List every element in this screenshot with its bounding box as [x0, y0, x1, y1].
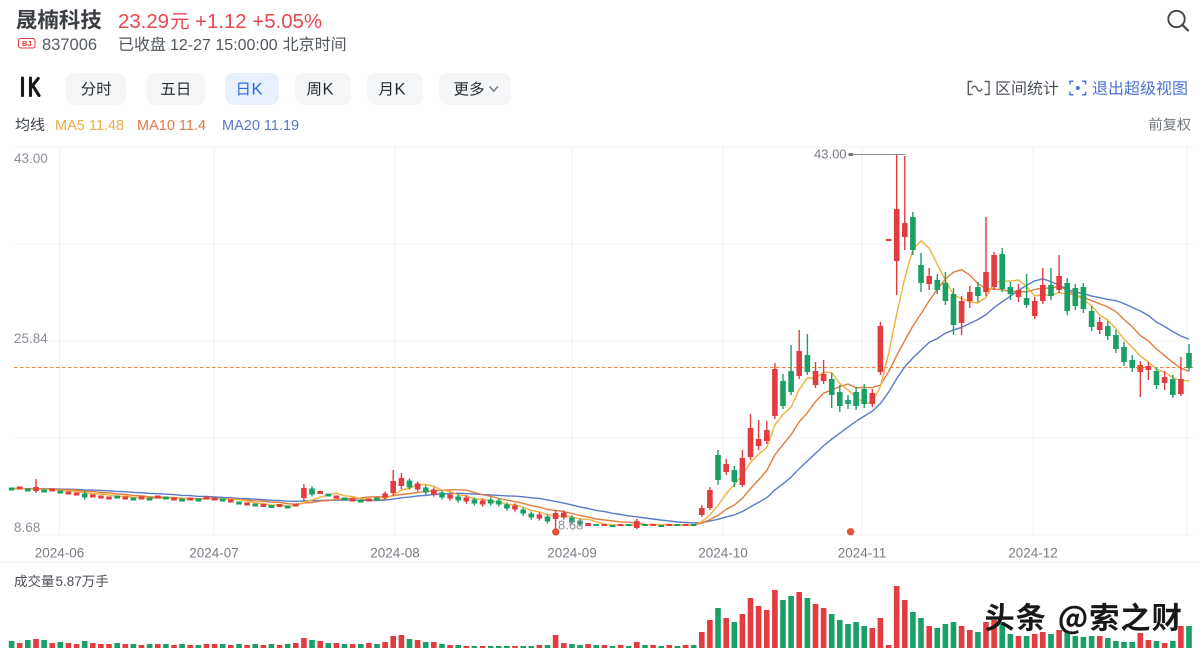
svg-text:MA20 11.19: MA20 11.19	[222, 118, 299, 134]
svg-text:K: K	[395, 81, 406, 99]
svg-text:MA5 11.48: MA5 11.48	[55, 118, 124, 134]
svg-text:2024-09: 2024-09	[547, 546, 597, 561]
svg-text:12-27 15:00:00: 12-27 15:00:00	[170, 37, 278, 54]
svg-text:43.00: 43.00	[814, 147, 847, 162]
svg-text:2024-07: 2024-07	[189, 546, 239, 561]
svg-text:8.68: 8.68	[14, 520, 40, 535]
svg-text:2024-08: 2024-08	[370, 546, 420, 561]
svg-text:MA10 11.4: MA10 11.4	[137, 118, 206, 134]
svg-text:2024-10: 2024-10	[698, 546, 748, 561]
svg-text:43.00: 43.00	[14, 151, 48, 166]
svg-text:23.29: 23.29	[118, 11, 169, 33]
svg-text:K: K	[252, 81, 263, 99]
svg-text:837006: 837006	[42, 36, 97, 54]
svg-text:2024-12: 2024-12	[1008, 546, 1058, 561]
svg-text:8.68: 8.68	[558, 518, 583, 533]
svg-text:5.87: 5.87	[56, 574, 82, 589]
svg-text:K: K	[323, 81, 334, 99]
svg-text:BJ: BJ	[22, 39, 32, 48]
svg-text:2024-11: 2024-11	[838, 546, 887, 561]
svg-text:+1.12 +5.05%: +1.12 +5.05%	[195, 11, 322, 33]
svg-text:2024-06: 2024-06	[35, 546, 85, 561]
svg-text:25.84: 25.84	[14, 331, 48, 346]
